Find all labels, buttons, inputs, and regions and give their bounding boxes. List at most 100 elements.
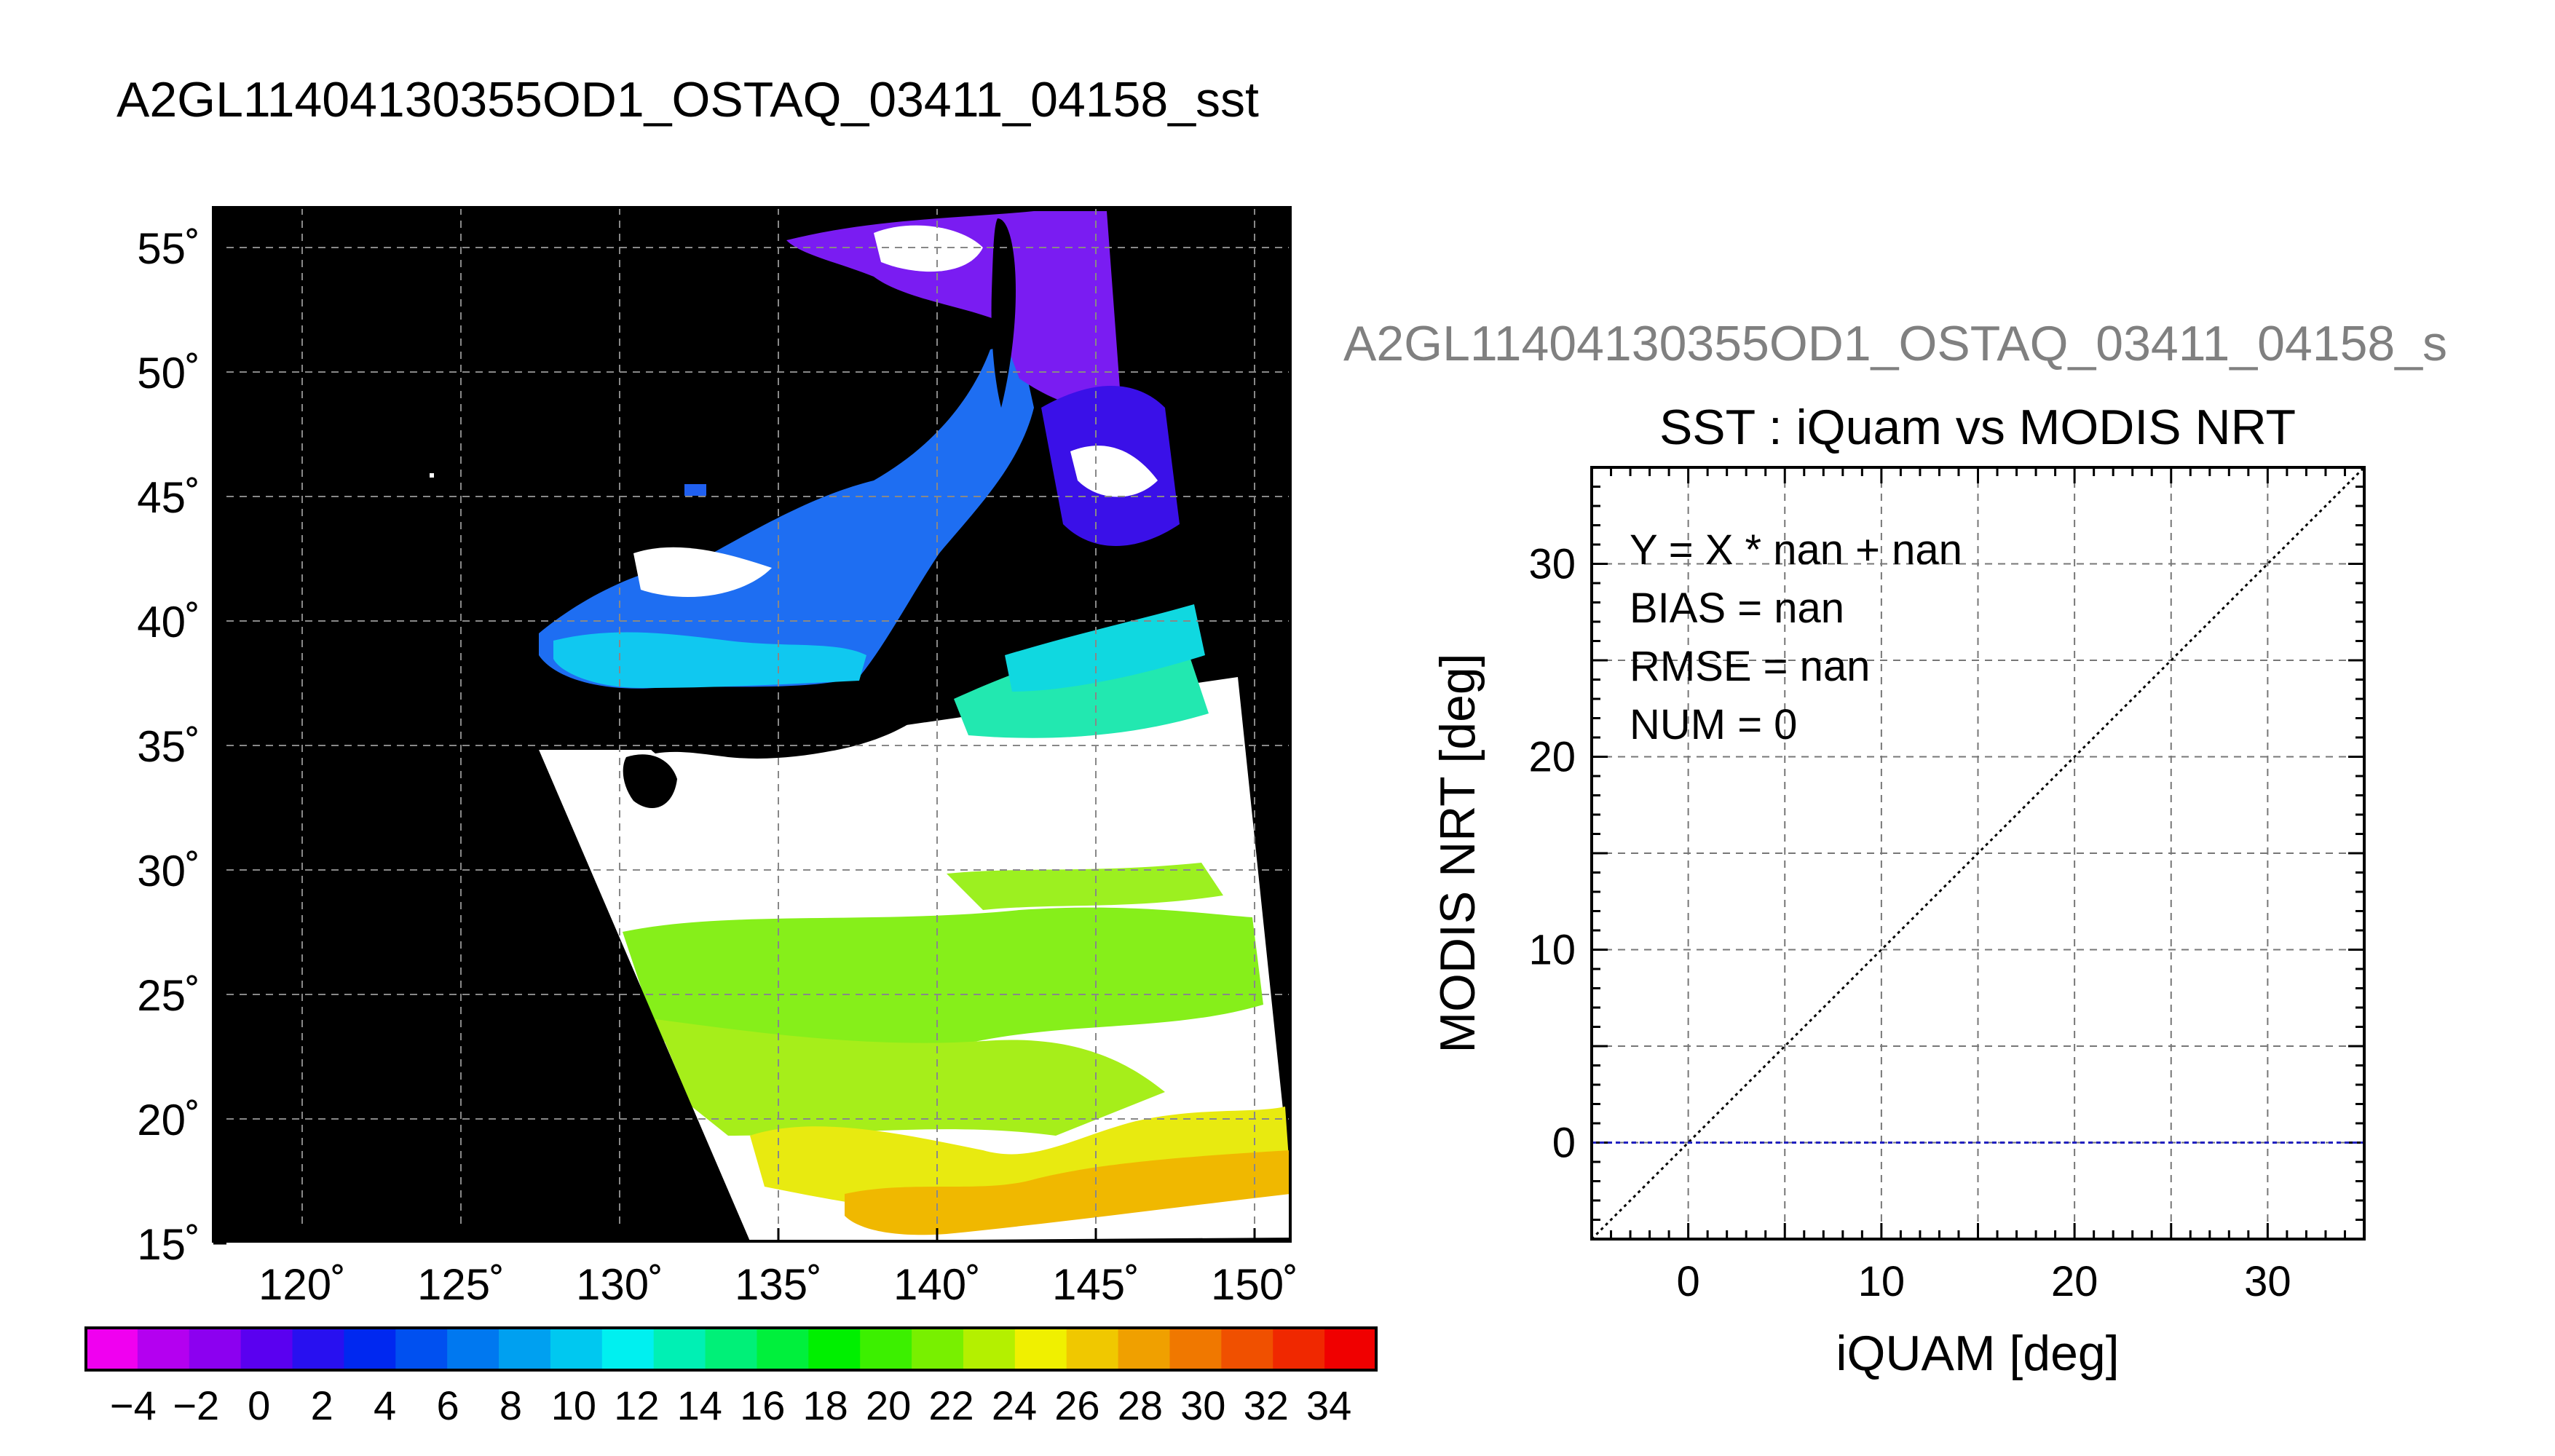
- y-tick-label: 0: [1552, 1120, 1576, 1167]
- scatter-panel: A2GL11404130355OD1_OSTAQ_03411_04158_s S…: [1343, 316, 2447, 1381]
- colorbar-tick-label: 14: [677, 1382, 722, 1428]
- chart-title: SST : iQuam vs MODIS NRT: [1659, 400, 2296, 455]
- colorbar-swatch: [1118, 1328, 1171, 1370]
- lat-tick-label: 20˚: [137, 1096, 200, 1144]
- sst-sea-of-japan: [539, 342, 1034, 689]
- colorbar-tick-label: 22: [928, 1382, 974, 1428]
- sst-band-teal: [1005, 604, 1205, 692]
- map-lat-labels: 55˚ 50˚ 45˚ 40˚ 35˚ 30˚ 25˚ 20˚ 15˚: [137, 224, 200, 1269]
- sst-okhotsk: [786, 211, 1121, 409]
- island-dot-2: [684, 484, 706, 496]
- colorbar-swatch: [601, 1328, 655, 1370]
- lon-tick-label: 140˚: [893, 1260, 981, 1309]
- lat-tick-label: 30˚: [137, 847, 200, 895]
- y-tick-label: 10: [1528, 927, 1576, 974]
- land-sakhalin: [991, 218, 1016, 408]
- sst-band-green: [623, 907, 1263, 1058]
- colorbar-swatch: [1066, 1328, 1119, 1370]
- cloud-patch-3: [1070, 446, 1158, 497]
- colorbar-tick-label: 24: [992, 1382, 1037, 1428]
- colorbar-swatch: [499, 1328, 551, 1370]
- colorbar-tick-label: 16: [740, 1382, 785, 1428]
- scatter-reference-lines: [1590, 466, 2366, 1241]
- colorbar-swatch: [447, 1328, 500, 1370]
- colorbar-swatch: [189, 1328, 242, 1370]
- lon-tick-label: 150˚: [1211, 1260, 1298, 1309]
- lat-tick-label: 35˚: [137, 722, 200, 771]
- main-title: A2GL11404130355OD1_OSTAQ_03411_04158_sst: [117, 72, 1259, 127]
- x-axis-label: iQUAM [deg]: [1836, 1326, 2119, 1381]
- colorbar-swatch: [1221, 1328, 1274, 1370]
- swath-mask-east: [1107, 207, 1290, 1150]
- colorbar-swatch: [1169, 1328, 1223, 1370]
- colorbar-tick-label: 30: [1180, 1382, 1225, 1428]
- lat-tick-label: 50˚: [137, 349, 200, 397]
- colorbar-swatch: [705, 1328, 758, 1370]
- x-tick-label: 30: [2244, 1258, 2291, 1305]
- colorbar: −4 −2 0 2 4 6 8 10 12 14 16 18 20 22 24 26 28 30 32 34: [84, 1326, 1378, 1428]
- cloud-patch-1: [874, 225, 983, 272]
- sst-band-green-2: [655, 1019, 1165, 1136]
- colorbar-tick-label: 0: [248, 1382, 270, 1428]
- stat-line: BIAS = nan: [1630, 585, 1844, 632]
- lat-tick-label: 45˚: [137, 473, 200, 522]
- plot-frame: [1590, 466, 2366, 1241]
- colorbar-swatch: [1324, 1328, 1377, 1370]
- land-hokkaido: [998, 502, 1064, 568]
- colorbar-swatch: [653, 1328, 706, 1370]
- colorbar-tick-label: 8: [499, 1382, 522, 1428]
- colorbar-tick-label: 18: [803, 1382, 848, 1428]
- lon-tick-label: 145˚: [1052, 1260, 1140, 1309]
- colorbar-tick-label: 34: [1306, 1382, 1351, 1428]
- lon-tick-label: 130˚: [576, 1260, 663, 1309]
- colorbar-labels: −4 −2 0 2 4 6 8 10 12 14 16 18 20 22 24 26 28 30 32 34: [110, 1382, 1351, 1428]
- sst-map: 55˚ 50˚ 45˚ 40˚ 35˚ 30˚ 25˚ 20˚ 15˚ 120˚ 125˚ 130˚…: [137, 206, 1298, 1309]
- colorbar-swatch: [86, 1328, 138, 1370]
- land-kyushu: [623, 754, 677, 808]
- y-tick-label: 30: [1528, 541, 1576, 588]
- colorbar-swatch: [1014, 1328, 1067, 1370]
- map-grid: [213, 207, 1290, 1245]
- stat-line: NUM = 0: [1630, 701, 1797, 748]
- lon-tick-label: 135˚: [735, 1260, 822, 1309]
- sst-band-orange: [845, 1150, 1290, 1235]
- identity-line: [1590, 466, 2366, 1241]
- x-tick-label: 20: [2051, 1258, 2098, 1305]
- map-lon-labels: 120˚ 125˚ 130˚ 135˚ 140˚ 145˚ 150˚: [258, 1260, 1298, 1309]
- lat-tick-label: 15˚: [137, 1220, 200, 1269]
- x-tick-label: 10: [1858, 1258, 1906, 1305]
- lon-tick-label: 125˚: [417, 1260, 505, 1309]
- colorbar-swatch: [550, 1328, 603, 1370]
- colorbar-tick-label: 26: [1054, 1382, 1099, 1428]
- colorbar-swatch: [808, 1328, 861, 1370]
- colorbar-swatch: [860, 1328, 913, 1370]
- island-dot: [430, 473, 434, 478]
- colorbar-swatches: [86, 1328, 1377, 1370]
- colorbar-tick-label: 32: [1244, 1382, 1289, 1428]
- colorbar-tick-label: 10: [551, 1382, 596, 1428]
- y-tick-labels: 0 10 20 30: [1528, 541, 1576, 1167]
- y-tick-label: 20: [1528, 734, 1576, 781]
- y-axis-label: MODIS NRT [deg]: [1430, 653, 1485, 1053]
- x-tick-labels: 0 10 20 30: [1676, 1258, 2291, 1305]
- scatter-stats: Y = X * nan + nan BIAS = nan RMSE = nan NUM…: [1630, 526, 1962, 748]
- colorbar-swatch: [344, 1328, 397, 1370]
- swath-mask-west: [213, 207, 786, 1241]
- colorbar-tick-label: −4: [110, 1382, 157, 1428]
- stat-line: RMSE = nan: [1630, 643, 1870, 690]
- lat-tick-label: 25˚: [137, 971, 200, 1020]
- colorbar-swatch: [1273, 1328, 1326, 1370]
- sst-yellow-sea-cyan: [553, 632, 866, 688]
- colorbar-tick-label: 20: [866, 1382, 911, 1428]
- colorbar-frame: [84, 1326, 1378, 1372]
- colorbar-swatch: [757, 1328, 810, 1370]
- colorbar-tick-label: 6: [436, 1382, 459, 1428]
- colorbar-tick-label: 2: [311, 1382, 333, 1428]
- colorbar-tick-label: 12: [614, 1382, 659, 1428]
- land-japan: [644, 524, 981, 759]
- lat-tick-label: 55˚: [137, 224, 200, 273]
- colorbar-swatch: [912, 1328, 964, 1370]
- colorbar-swatch: [963, 1328, 1016, 1370]
- colorbar-tick-label: −2: [173, 1382, 219, 1428]
